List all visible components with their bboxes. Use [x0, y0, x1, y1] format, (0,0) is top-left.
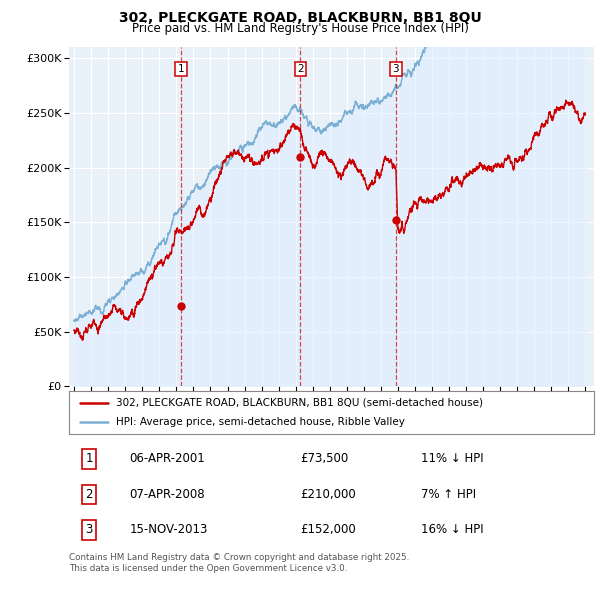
Text: £152,000: £152,000: [300, 523, 356, 536]
Text: 3: 3: [392, 64, 399, 74]
Text: 1: 1: [85, 453, 93, 466]
Text: 16% ↓ HPI: 16% ↓ HPI: [421, 523, 484, 536]
Text: 3: 3: [85, 523, 92, 536]
Text: HPI: Average price, semi-detached house, Ribble Valley: HPI: Average price, semi-detached house,…: [116, 417, 405, 427]
Text: Price paid vs. HM Land Registry's House Price Index (HPI): Price paid vs. HM Land Registry's House …: [131, 22, 469, 35]
Text: 302, PLECKGATE ROAD, BLACKBURN, BB1 8QU: 302, PLECKGATE ROAD, BLACKBURN, BB1 8QU: [119, 11, 481, 25]
Text: 7% ↑ HPI: 7% ↑ HPI: [421, 488, 476, 501]
Text: 302, PLECKGATE ROAD, BLACKBURN, BB1 8QU (semi-detached house): 302, PLECKGATE ROAD, BLACKBURN, BB1 8QU …: [116, 398, 483, 408]
Text: 06-APR-2001: 06-APR-2001: [130, 453, 205, 466]
Text: 1: 1: [178, 64, 184, 74]
Text: 15-NOV-2013: 15-NOV-2013: [130, 523, 208, 536]
Text: 07-APR-2008: 07-APR-2008: [130, 488, 205, 501]
Text: £73,500: £73,500: [300, 453, 348, 466]
Text: £210,000: £210,000: [300, 488, 356, 501]
Text: 2: 2: [297, 64, 304, 74]
Text: Contains HM Land Registry data © Crown copyright and database right 2025.
This d: Contains HM Land Registry data © Crown c…: [69, 553, 409, 573]
Text: 11% ↓ HPI: 11% ↓ HPI: [421, 453, 484, 466]
Text: 2: 2: [85, 488, 93, 501]
